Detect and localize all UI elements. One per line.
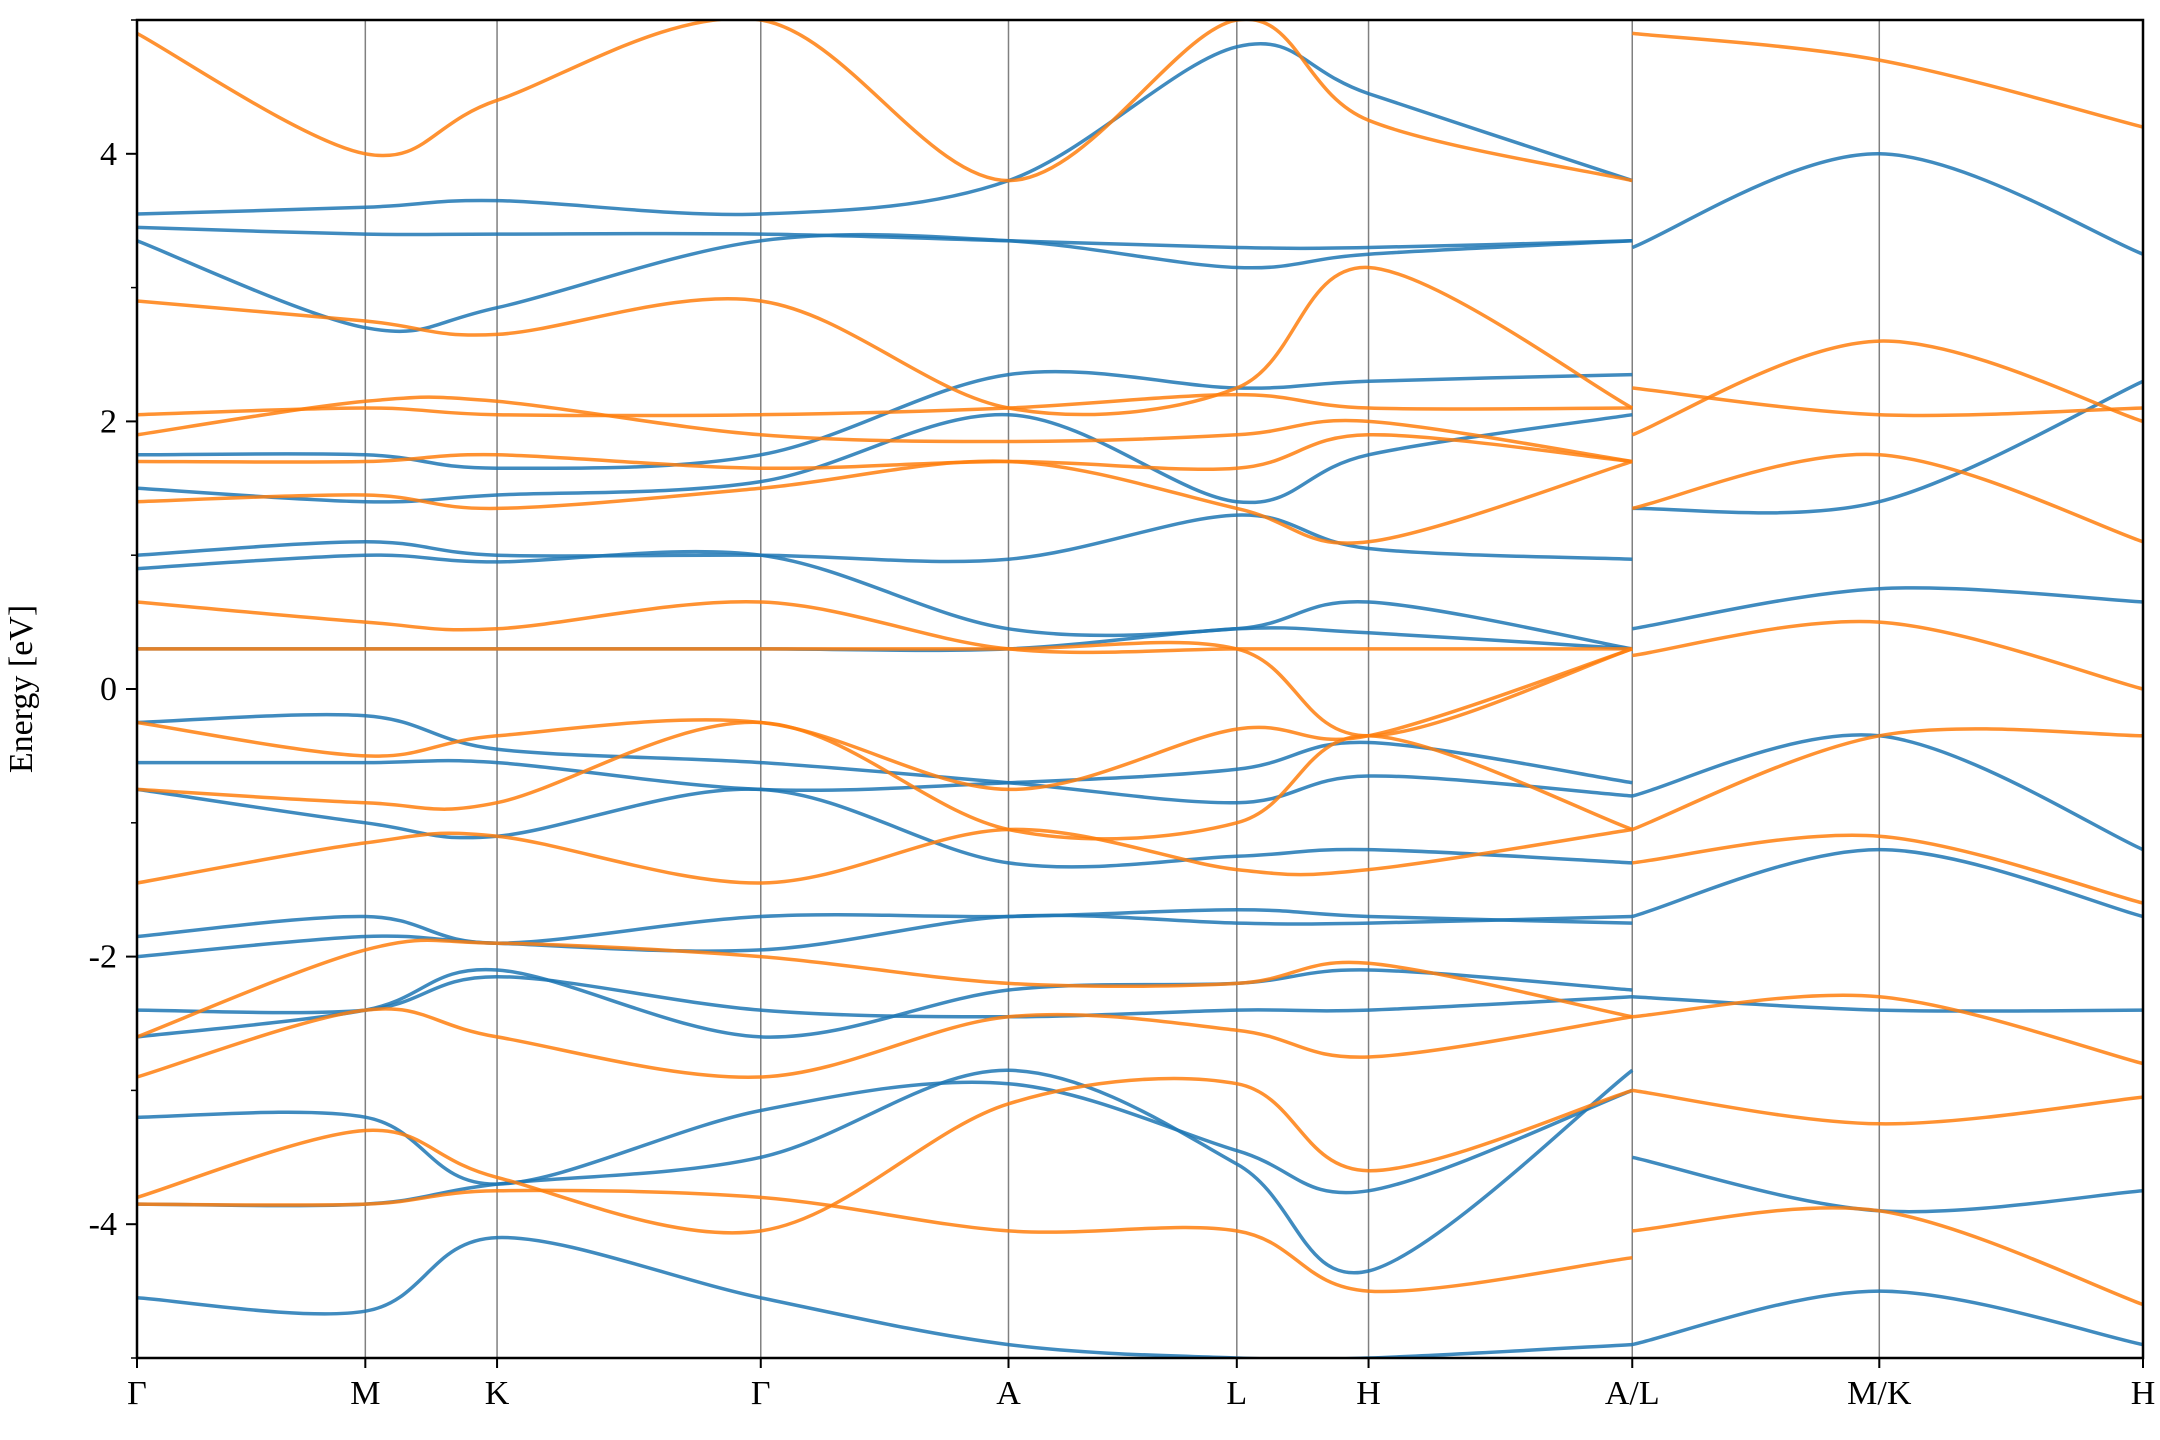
band-line-s1-15 <box>1632 1206 2143 1307</box>
x-tick-label-5: L <box>1226 1375 1247 1412</box>
band-line-s0-20 <box>1632 994 2143 1013</box>
band-line-s1-12 <box>137 392 1633 418</box>
y-tick-label-3: 2 <box>100 403 117 440</box>
band-line-s1-18 <box>1632 833 2143 905</box>
band-line-s1-22 <box>1631 339 2143 437</box>
x-tick-label-8: M/K <box>1847 1375 1912 1412</box>
band-line-s1-4 <box>137 827 1633 885</box>
band-line-s0-5 <box>137 913 1633 959</box>
x-tick-label-4: A <box>996 1375 1021 1412</box>
band-line-s0-9 <box>137 740 1633 793</box>
band-line-s1-14 <box>137 20 1633 183</box>
y-axis-ticks: -4 -2 0 2 4 <box>89 19 137 1359</box>
band-line-s1-19 <box>1631 727 2143 832</box>
band-line-s0-25 <box>1631 152 2143 256</box>
band-line-s1-21 <box>1631 452 2143 544</box>
y-tick-label-1: -2 <box>89 939 117 976</box>
x-tick-label-7: A/L <box>1605 1375 1660 1412</box>
y-tick-label-4: 4 <box>100 136 117 173</box>
band-line-s1-11 <box>137 395 1633 464</box>
band-line-s0-15 <box>137 232 1633 334</box>
band-line-s0-16 <box>137 225 1633 251</box>
band-line-s0-12 <box>137 513 1633 564</box>
band-line-s1-0 <box>137 1188 1633 1294</box>
x-axis-ticks: Γ M K Γ A L H A/L M/K H <box>127 1358 2155 1412</box>
band-line-s1-3 <box>137 938 1633 1039</box>
band-line-s1-10 <box>137 433 1633 472</box>
band-line-s1-23 <box>1632 386 2143 418</box>
band-line-s0-6 <box>137 908 1633 945</box>
y-tick-label-2: 0 <box>100 671 117 708</box>
band-lines <box>137 20 2143 1358</box>
y-tick-label-0: -4 <box>89 1206 117 1243</box>
band-line-s0-0 <box>137 1235 1633 1358</box>
band-line-s0-11 <box>137 549 1633 651</box>
x-tick-label-3: Γ <box>751 1375 771 1412</box>
high-symmetry-lines <box>364 20 1881 1358</box>
x-tick-label-0: Γ <box>127 1375 147 1412</box>
band-line-s1-17 <box>1632 993 2143 1066</box>
band-line-s1-13 <box>137 265 1634 417</box>
band-line-s1-1 <box>137 1076 1633 1235</box>
band-line-s0-13 <box>137 412 1633 505</box>
band-line-s0-17 <box>137 41 1633 217</box>
x-tick-label-9: H <box>2131 1375 2156 1412</box>
band-line-s1-24 <box>1632 31 2143 129</box>
band-line-s1-8 <box>137 599 1633 655</box>
band-line-s0-21 <box>1631 847 2143 919</box>
band-line-s0-2 <box>137 1080 1633 1195</box>
band-line-s1-16 <box>1632 1088 2143 1126</box>
x-tick-label-2: K <box>485 1375 510 1412</box>
band-line-s1-7 <box>137 640 1633 738</box>
band-line-s0-18 <box>1631 1289 2143 1347</box>
band-line-s1-9 <box>137 459 1633 545</box>
x-tick-label-6: H <box>1356 1375 1381 1412</box>
band-line-s0-7 <box>137 787 1633 869</box>
x-tick-label-1: M <box>350 1375 380 1412</box>
band-line-s1-20 <box>1632 619 2143 691</box>
y-axis-label: Energy [eV] <box>3 605 40 773</box>
band-line-s0-23 <box>1632 586 2143 631</box>
band-line-s1-2 <box>137 1007 1633 1079</box>
